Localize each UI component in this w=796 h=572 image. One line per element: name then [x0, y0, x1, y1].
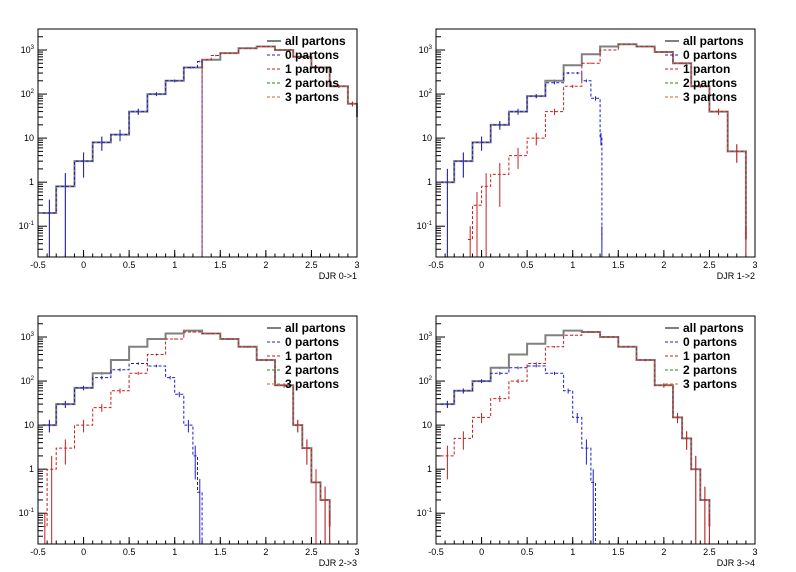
y-tick-label: 10 — [24, 420, 34, 430]
series-line-1-parton — [42, 331, 331, 527]
legend-label: 2 partons — [683, 363, 737, 377]
y-tick-label: 103 — [21, 332, 35, 342]
legend-label: 1 parton — [285, 349, 332, 363]
x-axis-label: DJR 2->3 — [319, 558, 357, 568]
chart-panel-1: -0.5 0 0.5 1 1.5 2 2.5 3 10-1 1 10 102 103 DJR 0->1 al… — [19, 28, 360, 281]
plot-frame — [435, 28, 756, 258]
y-tick-label: 1 — [29, 177, 34, 187]
series-line-1-parton — [467, 43, 747, 240]
plot-frame — [37, 315, 358, 545]
x-tick-label: 1.5 — [612, 547, 625, 557]
y-tick-label: 10 — [422, 133, 432, 143]
x-tick-label: 0.5 — [521, 260, 534, 270]
legend-label: 3 partons — [285, 377, 339, 391]
legend-label: all partons — [285, 34, 346, 48]
x-tick-label: 3 — [354, 260, 359, 270]
x-tick-label: 3 — [354, 547, 359, 557]
legend-label: all partons — [683, 321, 744, 335]
x-tick-label: -0.5 — [428, 260, 444, 270]
series-line-0-partons — [440, 72, 603, 240]
x-tick-label: 2.5 — [305, 260, 318, 270]
x-tick-label: 1 — [570, 260, 575, 270]
legend-label: all partons — [285, 321, 346, 335]
x-tick-label: 2.5 — [305, 547, 318, 557]
x-tick-label: -0.5 — [30, 547, 46, 557]
y-tick-label: 102 — [21, 89, 35, 99]
x-tick-label: 3 — [752, 260, 757, 270]
x-tick-label: 0.5 — [123, 547, 136, 557]
x-tick-label: 2.5 — [703, 260, 716, 270]
legend-label: 1 parton — [683, 349, 730, 363]
x-tick-label: -0.5 — [428, 547, 444, 557]
x-tick-label: 0 — [81, 260, 86, 270]
x-axis-label: DJR 3->4 — [717, 558, 755, 568]
x-tick-label: 2.5 — [703, 547, 716, 557]
series-line-0-partons — [440, 365, 596, 544]
legend-label: 1 parton — [683, 62, 730, 76]
x-tick-label: 2 — [263, 260, 268, 270]
legend-label: 3 partons — [285, 90, 339, 104]
series-line-all-partons — [440, 329, 711, 527]
plot-frame — [435, 315, 756, 545]
x-tick-label: 2 — [661, 547, 666, 557]
x-tick-label: 0.5 — [521, 547, 534, 557]
x-tick-label: 2 — [661, 260, 666, 270]
y-tick-label: 10 — [24, 133, 34, 143]
y-tick-label: 102 — [419, 89, 433, 99]
x-tick-label: 0 — [81, 547, 86, 557]
x-tick-label: 0 — [479, 547, 484, 557]
y-tick-label: 10-1 — [417, 508, 433, 518]
series-line-1-parton — [440, 331, 710, 527]
legend-label: 0 partons — [285, 48, 339, 62]
legend-label: 0 partons — [285, 335, 339, 349]
y-tick-label: 1 — [427, 177, 432, 187]
y-tick-label: 10-1 — [19, 221, 35, 231]
x-tick-label: 1 — [570, 547, 575, 557]
x-tick-label: 2 — [263, 547, 268, 557]
legend-label: 0 partons — [683, 335, 737, 349]
x-tick-label: 1 — [172, 260, 177, 270]
x-tick-label: 1.5 — [214, 260, 227, 270]
legend-label: 2 partons — [285, 76, 339, 90]
x-tick-label: 0 — [479, 260, 484, 270]
legend-label: 3 partons — [683, 90, 737, 104]
y-tick-label: 102 — [21, 376, 35, 386]
y-tick-label: 102 — [419, 376, 433, 386]
x-tick-label: 1.5 — [214, 547, 227, 557]
y-tick-label: 10-1 — [417, 221, 433, 231]
plot-frame — [37, 28, 358, 258]
y-tick-label: 10-1 — [19, 508, 35, 518]
legend-label: 0 partons — [683, 48, 737, 62]
legend-label: all partons — [683, 34, 744, 48]
chart-panel-3: -0.5 0 0.5 1 1.5 2 2.5 3 10-1 1 10 102 103 DJR 2->3 al… — [19, 315, 360, 568]
chart-panel-2: -0.5 0 0.5 1 1.5 2 2.5 3 10-1 1 10 102 103 DJR 1->2 al… — [417, 28, 758, 281]
legend-label: 2 partons — [683, 76, 737, 90]
x-tick-label: 0.5 — [123, 260, 136, 270]
chart-panel-4: -0.5 0 0.5 1 1.5 2 2.5 3 10-1 1 10 102 103 DJR 3->4 al… — [417, 315, 758, 568]
y-tick-label: 1 — [427, 464, 432, 474]
series-line-0-partons — [42, 61, 203, 257]
y-tick-label: 103 — [21, 45, 35, 55]
legend-label: 2 partons — [285, 363, 339, 377]
x-axis-label: DJR 0->1 — [319, 271, 357, 281]
x-tick-label: 1 — [172, 547, 177, 557]
legend-label: 1 parton — [285, 62, 332, 76]
x-tick-label: -0.5 — [30, 260, 46, 270]
y-tick-label: 10 — [422, 420, 432, 430]
legend-label: 3 partons — [683, 377, 737, 391]
series-line-1-parton — [197, 46, 358, 258]
y-tick-label: 103 — [419, 45, 433, 55]
x-tick-label: 3 — [752, 547, 757, 557]
x-axis-label: DJR 1->2 — [717, 271, 755, 281]
y-tick-label: 1 — [29, 464, 34, 474]
x-tick-label: 1.5 — [612, 260, 625, 270]
y-tick-label: 103 — [419, 332, 433, 342]
